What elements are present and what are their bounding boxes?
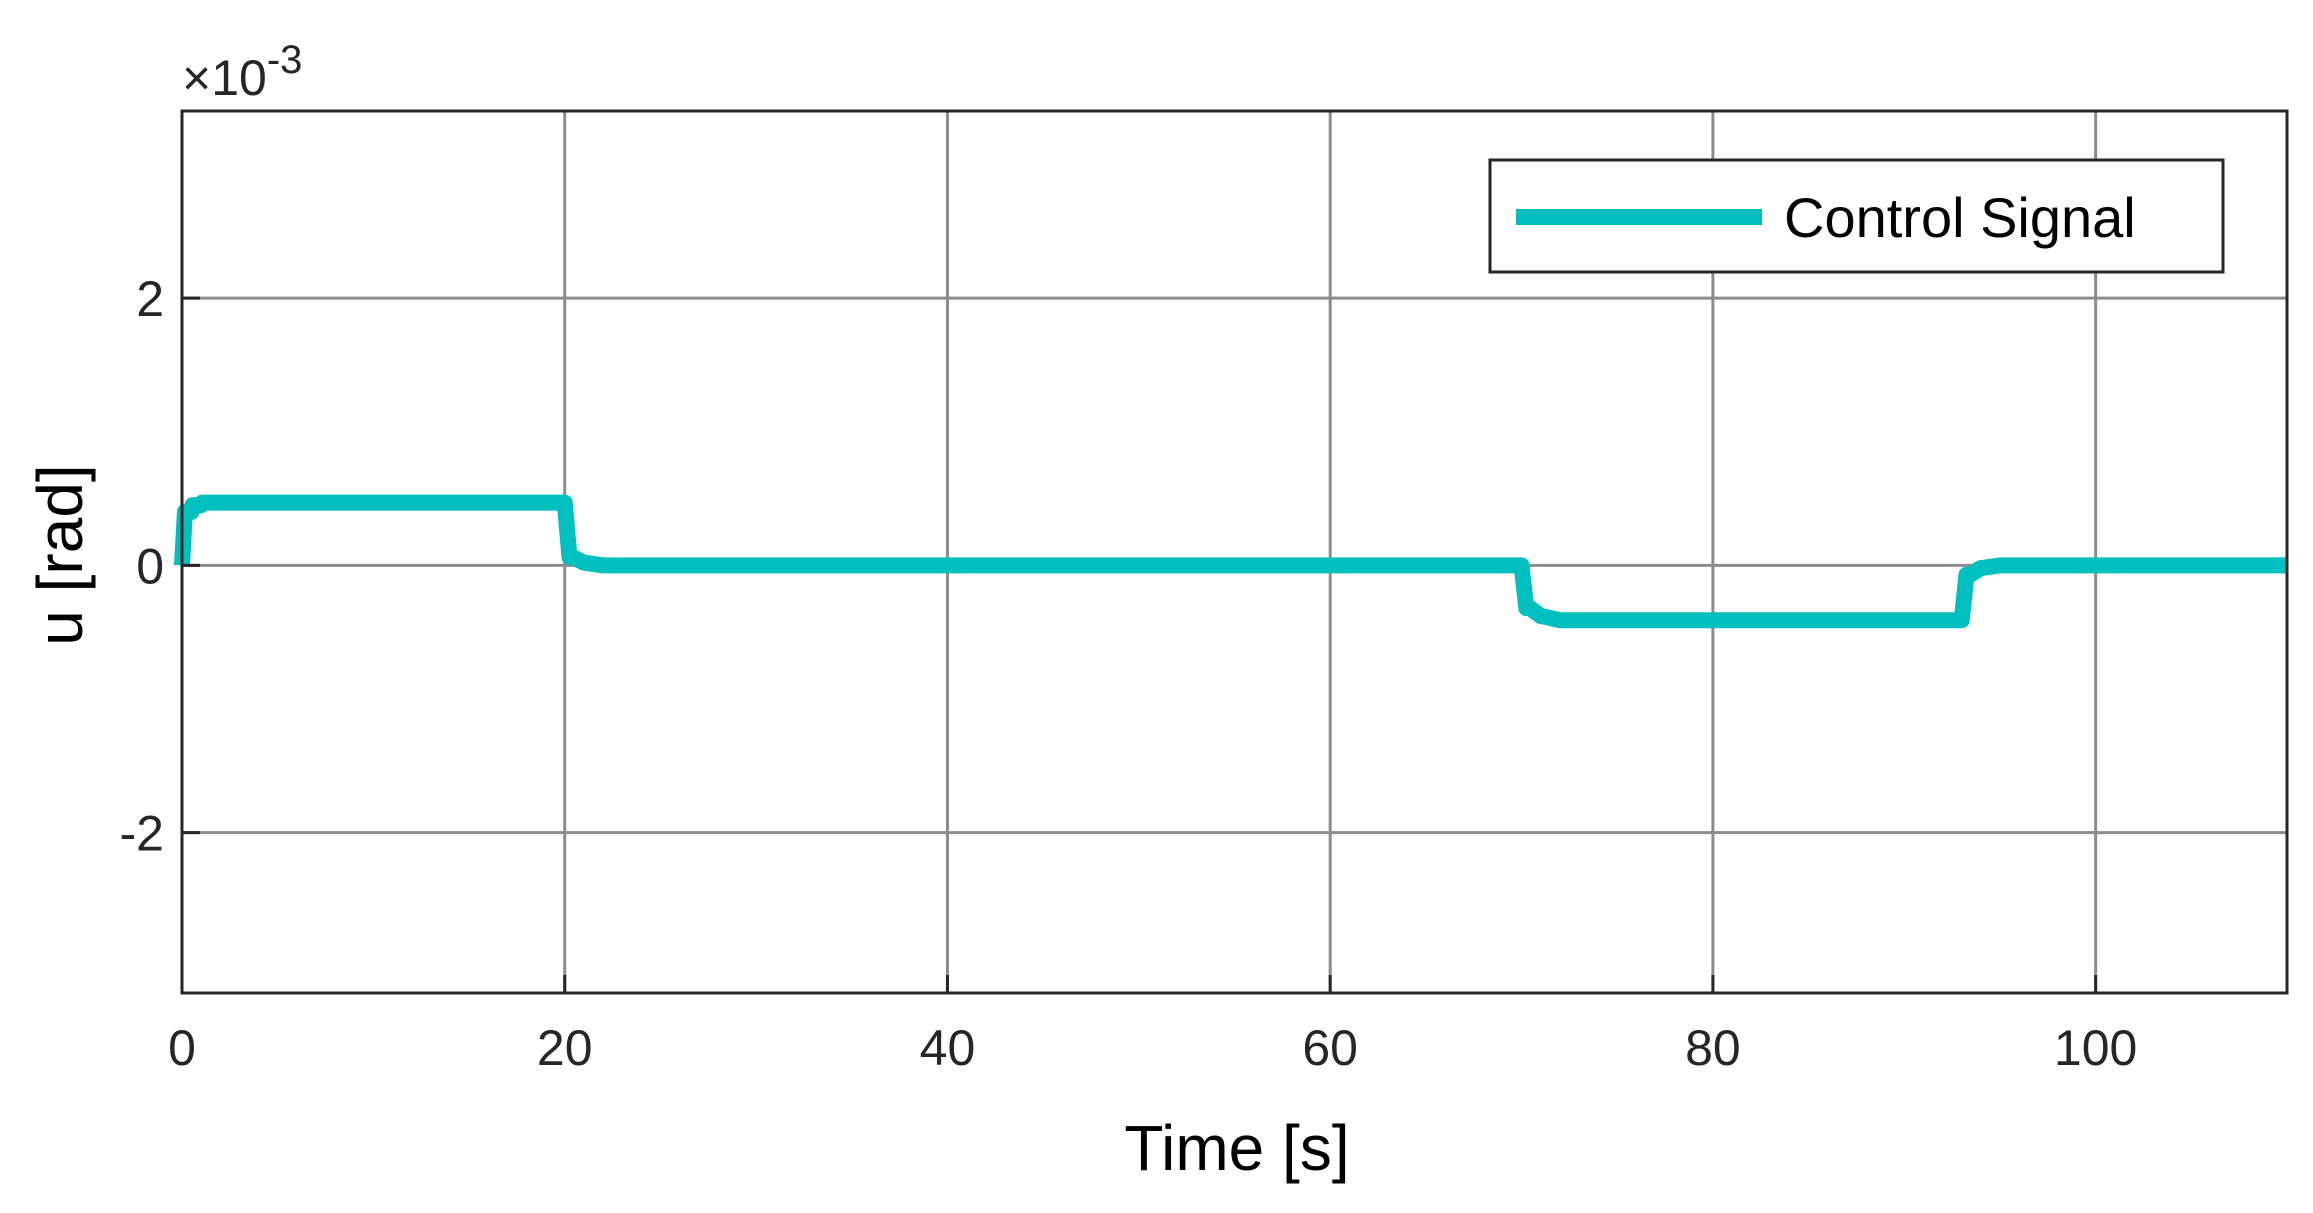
series-layer xyxy=(174,494,2287,629)
y-multiplier-exponent: -3 xyxy=(267,38,303,82)
y-tick-label: 0 xyxy=(136,538,164,594)
y-axis-label: u [rad] xyxy=(24,464,96,645)
control-signal-line xyxy=(174,494,2287,629)
tick-labels: 0 20 40 60 80 100 -2 0 2 xyxy=(120,271,2138,1076)
x-axis-label: Time [s] xyxy=(1124,1112,1349,1184)
plot-frame xyxy=(180,109,2289,995)
x-tick-label: 20 xyxy=(537,1020,593,1076)
legend: Control Signal xyxy=(1488,158,2225,274)
legend-label: Control Signal xyxy=(1784,186,2136,249)
y-tick-label: 2 xyxy=(136,271,164,327)
y-tick-label: -2 xyxy=(120,806,164,862)
x-tick-label: 60 xyxy=(1302,1020,1358,1076)
x-tick-label: 100 xyxy=(2054,1020,2137,1076)
x-tick-label: 80 xyxy=(1685,1020,1741,1076)
x-tick-label: 0 xyxy=(168,1020,196,1076)
x-tick-label: 40 xyxy=(920,1020,976,1076)
ticks xyxy=(180,296,2098,993)
y-multiplier-base: ×10 xyxy=(182,50,267,106)
y-exponent-label: ×10-3 xyxy=(182,38,302,106)
